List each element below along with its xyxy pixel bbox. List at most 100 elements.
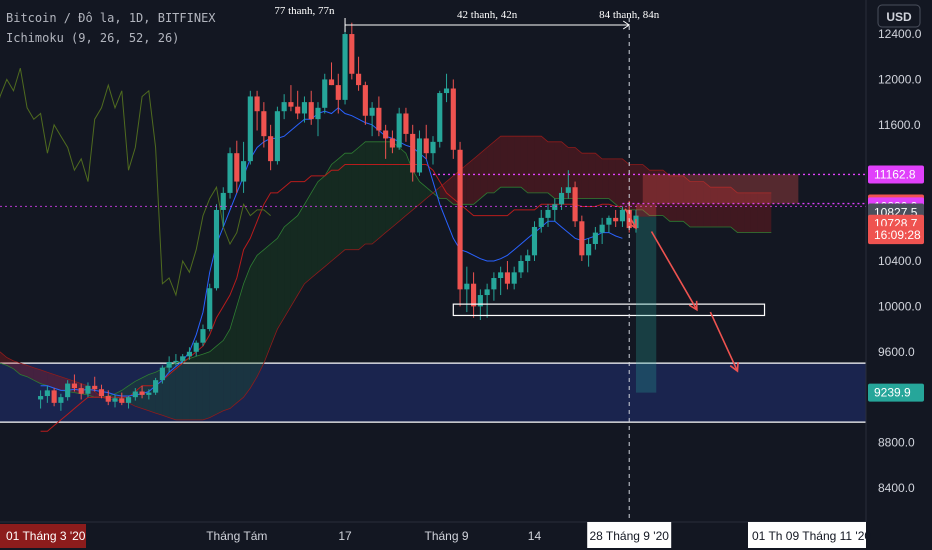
candle [71,374,77,392]
candle [619,206,626,227]
range-label-mid: 42 thanh, 42n [457,9,518,21]
candle [491,272,497,301]
price-badge-bg [868,165,924,184]
candle-body [274,111,280,162]
ichimoku-cloud [0,136,772,420]
candle-body [599,224,605,233]
cloud-segment [236,283,244,403]
candle-body [247,96,253,162]
candle [613,209,619,227]
price-badge: 9239.9 [868,383,924,402]
candle [599,217,605,244]
candle [288,85,294,112]
candle [98,384,105,399]
cloud-segment [13,360,21,375]
candle-body [619,209,626,222]
cloud-segment [331,158,339,261]
cloud-segment [304,192,312,284]
cloud-segment [568,147,576,199]
cloud-segment [764,192,772,233]
candle-body [240,161,247,182]
symbol-title[interactable]: Bitcoin / Đô la, 1D, BITFINEX [6,11,216,25]
cloud-segment [399,147,406,222]
candle-body [328,79,335,86]
cloud-segment [182,358,190,420]
cloud-segment [263,243,271,364]
candle-body [504,272,510,284]
arrow-1-head [627,219,637,230]
candle-body [146,392,152,395]
candle-body [71,383,77,389]
cloud-segment [487,141,494,193]
candle-body [565,187,571,193]
candle-body [234,153,240,182]
candle [132,388,138,401]
price-scale[interactable] [866,0,932,522]
candle [552,198,558,222]
price-badge: 11162.8 [868,165,924,184]
candle [511,266,517,290]
cloud-segment [175,360,183,420]
currency-button[interactable]: USD [877,4,921,28]
time-badge-bg [587,522,672,548]
right-date-marker-text: 01 Th 09 Tháng 11 '20 [752,529,871,543]
candle-body [38,396,44,400]
currency-button-label[interactable]: USD [886,10,912,24]
cloud-segment [358,141,366,250]
candle-body [125,397,132,403]
candle-body [261,111,267,137]
candle [119,392,125,406]
drawing-tools: 77 thanh, 77n 42 thanh, 42n 84 thanh, 84n [0,5,866,522]
price-tick-label: 8400.0 [878,481,915,495]
cloud-segment [703,181,711,227]
cloud-segment [723,187,731,227]
candle [538,209,544,233]
candle [606,215,612,233]
candle [356,56,362,91]
candle-body [376,107,382,131]
candle-body [78,388,84,394]
cloud-segment [602,158,609,199]
cloud-segment [690,181,697,227]
candle-body [200,329,206,343]
currency-button-bg[interactable] [877,4,921,28]
arrow-3-head [729,362,739,373]
cloud-segment [554,141,562,199]
candle [207,283,213,332]
candle-body [356,73,362,86]
indicator-legend[interactable]: Ichimoku (9, 26, 52, 26) [6,31,179,45]
cloud-segment [419,181,427,205]
candle-body [44,390,50,397]
candle-body [389,138,395,148]
candle [65,380,71,401]
candle [153,377,159,395]
arrow-1 [624,208,637,229]
arrow-2 [650,231,698,311]
candle [315,102,321,137]
candle-body [484,289,490,296]
candle [58,393,64,411]
candle [389,130,395,154]
candle-body [308,102,314,120]
candle-body [450,88,456,150]
cloud-segment [20,363,28,377]
candle [200,324,206,347]
price-badge-text: 9239.9 [874,386,911,400]
candle-body [437,93,443,142]
candle-body [443,88,450,94]
candle [484,283,490,318]
cloud-segment [412,170,420,210]
cloud-segment [527,136,535,193]
candle-body [572,187,578,222]
price-tick-label: 12000.0 [878,72,922,86]
candle-body [315,107,321,120]
cloud-segment [378,141,386,239]
candle [457,141,463,307]
candle [362,81,368,125]
candle-body [65,383,71,398]
candle [247,90,253,165]
